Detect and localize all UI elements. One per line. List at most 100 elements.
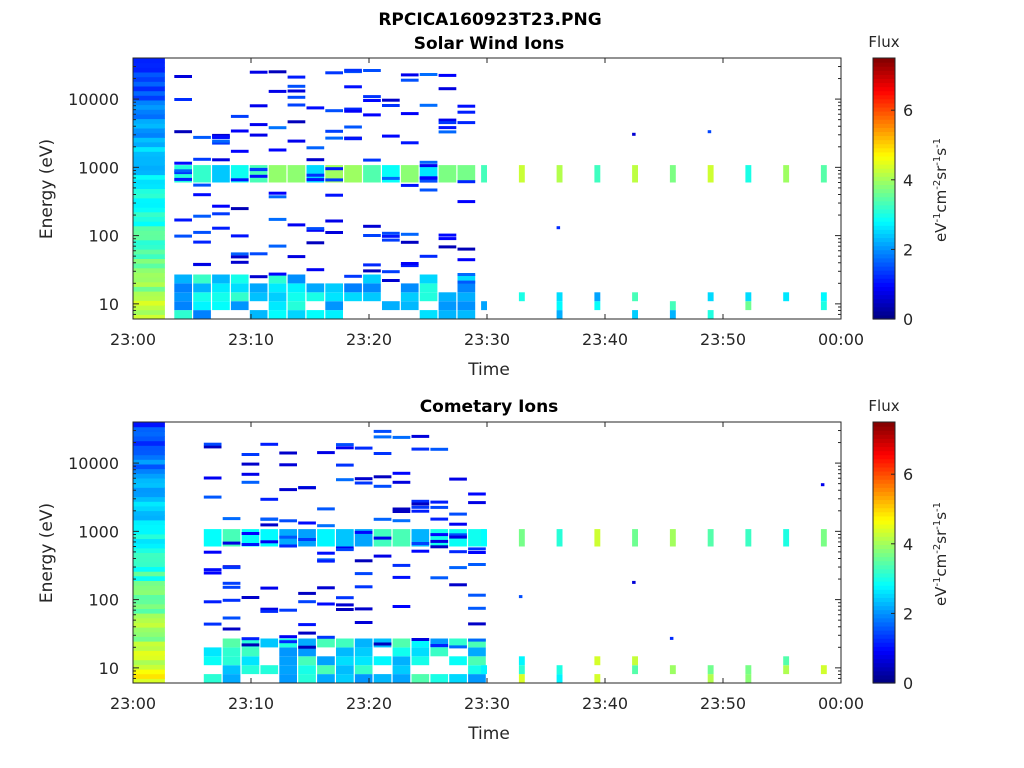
heatmap-cell bbox=[594, 656, 601, 666]
colorbar-segment bbox=[873, 532, 895, 537]
heatmap-cell bbox=[392, 674, 411, 683]
colorbar-segment bbox=[873, 184, 895, 190]
heatmap-cell bbox=[133, 183, 165, 189]
heatmap-cell bbox=[268, 195, 287, 199]
heatmap-cell bbox=[133, 641, 165, 647]
heatmap-cell bbox=[287, 292, 306, 302]
heatmap-cell bbox=[354, 477, 373, 481]
heatmap-cell bbox=[193, 157, 211, 161]
heatmap-cell bbox=[707, 529, 714, 547]
heatmap-cell bbox=[411, 674, 430, 683]
colorbar-segment bbox=[873, 572, 895, 578]
heatmap-cell bbox=[382, 104, 400, 107]
heatmap-cell bbox=[317, 559, 335, 563]
x-tick-label: 23:00 bbox=[110, 330, 156, 349]
heatmap-cell bbox=[325, 129, 343, 133]
colorbar-segment bbox=[873, 306, 895, 312]
heatmap-cell bbox=[430, 505, 449, 509]
heatmap-cell bbox=[268, 310, 287, 319]
heatmap-cell bbox=[133, 58, 165, 64]
heatmap-cell bbox=[400, 78, 419, 82]
heatmap-cell bbox=[306, 241, 325, 245]
colorbar-segment bbox=[873, 426, 895, 431]
colorbar-segment bbox=[873, 544, 895, 550]
x-tick-label: 00:00 bbox=[818, 330, 864, 349]
heatmap-cell bbox=[212, 283, 230, 293]
heatmap-cell bbox=[518, 292, 525, 302]
heatmap-cell bbox=[174, 161, 192, 165]
heatmap-cell bbox=[820, 483, 825, 487]
heatmap-cell bbox=[203, 622, 222, 626]
heatmap-cell bbox=[174, 292, 192, 302]
y-axis-label: Energy (eV) bbox=[37, 139, 57, 239]
heatmap-cell bbox=[133, 174, 165, 180]
heatmap-cell bbox=[268, 244, 287, 248]
colorbar-segment bbox=[873, 507, 895, 513]
heatmap-cell bbox=[363, 69, 381, 72]
heatmap-cell bbox=[481, 301, 487, 311]
heatmap-cell bbox=[449, 566, 467, 570]
heatmap-cell bbox=[230, 252, 249, 256]
heatmap-cell bbox=[336, 647, 354, 657]
heatmap-cell bbox=[468, 501, 486, 505]
heatmap-cell bbox=[745, 529, 752, 547]
heatmap-cell bbox=[468, 647, 486, 657]
colorbar-segment bbox=[873, 208, 895, 214]
heatmap-cell bbox=[438, 245, 457, 249]
heatmap-cell bbox=[820, 292, 827, 302]
heatmap-cell bbox=[430, 638, 449, 648]
heatmap-cell bbox=[133, 440, 165, 446]
heatmap-cell bbox=[354, 665, 373, 675]
heatmap-cell bbox=[133, 543, 165, 549]
heatmap-cell bbox=[133, 72, 165, 78]
heatmap-cell bbox=[133, 645, 165, 651]
heatmap-cell bbox=[392, 665, 411, 675]
heatmap-cell bbox=[457, 274, 476, 284]
heatmap-cell bbox=[457, 104, 476, 108]
heatmap-cell bbox=[325, 219, 343, 223]
heatmap-cell bbox=[230, 114, 249, 118]
colorbar-segment bbox=[873, 143, 895, 149]
heatmap-cell bbox=[325, 71, 343, 75]
heatmap-cell bbox=[133, 445, 165, 451]
heatmap-cell bbox=[382, 270, 400, 274]
heatmap-cell bbox=[457, 121, 476, 125]
colorbar-segment bbox=[873, 192, 895, 198]
colorbar-segment bbox=[873, 495, 895, 501]
heatmap-cell bbox=[468, 606, 486, 610]
colorbar-segment bbox=[873, 119, 895, 124]
heatmap-cell bbox=[306, 228, 325, 232]
heatmap-cell bbox=[279, 535, 297, 539]
heatmap-cell bbox=[133, 305, 165, 311]
heatmap-cell bbox=[133, 197, 165, 203]
heatmap-cell bbox=[336, 665, 354, 675]
colorbar-segment bbox=[873, 434, 895, 439]
colorbar-segment bbox=[873, 568, 895, 574]
y-tick-label: 1000 bbox=[78, 158, 119, 177]
colorbar-segment bbox=[873, 123, 895, 128]
heatmap-cell bbox=[382, 279, 400, 282]
heatmap-cell bbox=[457, 247, 476, 251]
heatmap-cell bbox=[133, 253, 165, 259]
panel-title: Solar Wind Ions bbox=[414, 34, 565, 54]
heatmap-cell bbox=[212, 212, 230, 216]
heatmap-cell bbox=[287, 255, 306, 259]
heatmap-cell bbox=[449, 638, 467, 648]
heatmap-cell bbox=[317, 674, 335, 683]
heatmap-cell bbox=[287, 95, 306, 99]
heatmap-cell bbox=[392, 435, 411, 439]
heatmap-cell bbox=[133, 179, 165, 185]
heatmap-cell bbox=[203, 476, 222, 480]
heatmap-cell bbox=[400, 240, 419, 244]
heatmap-cell bbox=[632, 665, 638, 675]
heatmap-cell bbox=[518, 165, 525, 183]
heatmap-cell bbox=[133, 211, 165, 217]
heatmap-cell bbox=[133, 221, 165, 227]
heatmap-cell bbox=[193, 292, 211, 302]
heatmap-cell bbox=[430, 500, 449, 504]
heatmap-cell bbox=[193, 230, 211, 234]
heatmap-cell bbox=[468, 638, 486, 642]
heatmap-cell bbox=[336, 596, 354, 600]
heatmap-cell bbox=[363, 113, 381, 117]
heatmap-cell bbox=[783, 529, 790, 547]
